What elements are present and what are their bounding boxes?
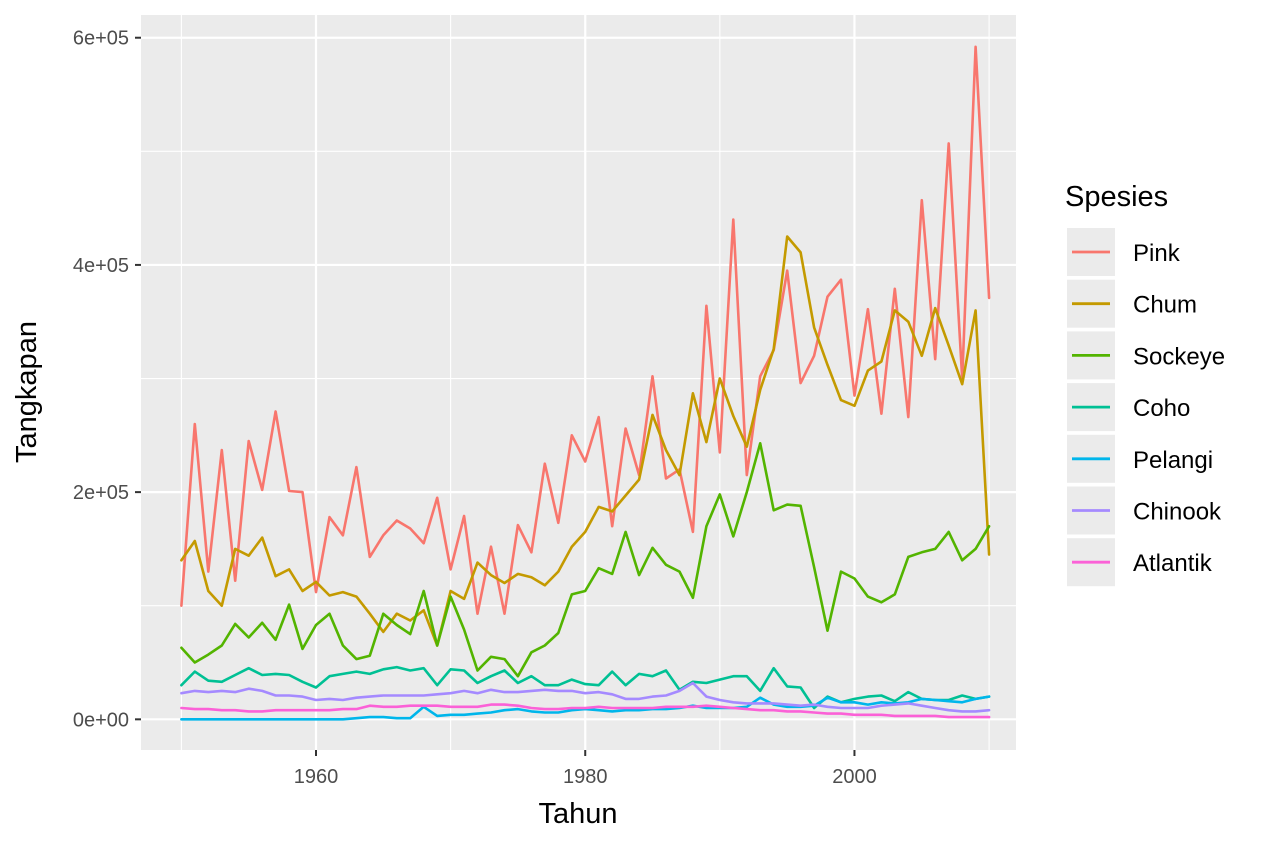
series-line-pink xyxy=(180,45,991,616)
plot-panel xyxy=(141,15,1016,750)
series-line-coho xyxy=(180,665,991,710)
legend-label-coho: Coho xyxy=(1133,395,1190,422)
x-axis-title: Tahun xyxy=(538,798,617,830)
y-tick-label: 0e+00 xyxy=(73,709,129,731)
legend-label-chum: Chum xyxy=(1133,292,1197,319)
y-axis-title: Tangkapan xyxy=(11,321,43,463)
x-axis: 1960 1980 2000 xyxy=(294,750,877,788)
series-line-atlantik xyxy=(180,703,991,719)
series-line-chinook xyxy=(180,681,991,713)
legend-label-atlantik: Atlantik xyxy=(1133,550,1213,577)
series-lines xyxy=(180,45,991,721)
series-line-sockeye xyxy=(180,441,991,678)
legend-label-pink: Pink xyxy=(1133,240,1181,267)
legend: Pink Chum Sockeye Coho Pelangi Chinook Atlanti… xyxy=(1067,228,1225,587)
y-tick-label: 2e+05 xyxy=(73,482,129,504)
x-tick-label: 2000 xyxy=(832,766,877,788)
y-tick-label: 4e+05 xyxy=(73,255,129,277)
series-line-chum xyxy=(180,235,991,647)
legend-label-pelangi: Pelangi xyxy=(1133,447,1213,474)
legend-label-chinook: Chinook xyxy=(1133,499,1222,526)
x-tick-label: 1980 xyxy=(563,766,608,788)
y-tick-label: 6e+05 xyxy=(73,28,129,50)
legend-label-sockeye: Sockeye xyxy=(1133,343,1225,370)
y-axis: 0e+00 2e+05 4e+05 6e+05 xyxy=(73,28,141,731)
legend-title: Spesies xyxy=(1065,181,1168,213)
x-tick-label: 1960 xyxy=(294,766,339,788)
